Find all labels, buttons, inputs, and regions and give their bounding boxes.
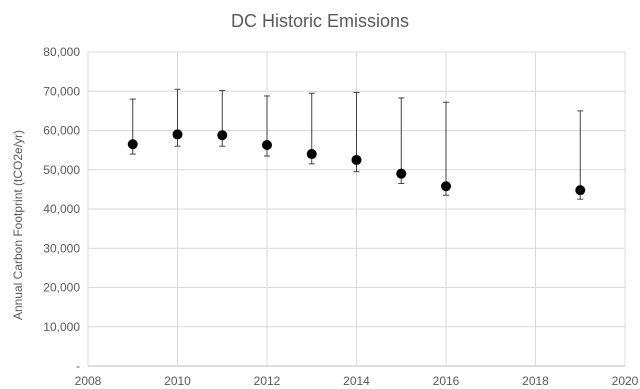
y-tick-label: 30,000 <box>43 241 80 255</box>
data-point <box>306 149 317 160</box>
y-tick-label: 20,000 <box>43 281 80 295</box>
data-point <box>351 154 362 165</box>
data-point <box>441 181 451 192</box>
x-tick-label: 2016 <box>433 374 460 388</box>
y-tick-label: 50,000 <box>43 163 80 177</box>
data-point <box>217 130 228 141</box>
x-tick-label: 2014 <box>343 374 370 388</box>
y-tick-label: 60,000 <box>43 124 80 138</box>
y-tick-label: 10,000 <box>43 320 80 334</box>
x-tick-label: 2020 <box>612 374 639 388</box>
y-tick-label: 70,000 <box>43 84 80 98</box>
y-tick-label: 40,000 <box>43 202 80 216</box>
x-tick-label: 2010 <box>164 374 191 388</box>
data-point <box>575 185 586 196</box>
chart-title: DC Historic Emissions <box>231 11 409 31</box>
x-tick-label: 2008 <box>75 374 102 388</box>
x-tick-label: 2012 <box>254 374 281 388</box>
y-tick-label: 80,000 <box>43 45 80 59</box>
y-axis-label: Annual Carbon Footprint (tCO2e/yr) <box>11 130 25 320</box>
x-tick-label: 2018 <box>522 374 549 388</box>
data-points <box>127 88 586 200</box>
data-point <box>396 168 407 179</box>
data-point <box>127 139 138 150</box>
y-tick-label: - <box>76 359 80 373</box>
data-point <box>172 129 183 140</box>
axes: - 10,000 20,000 30,000 40,000 50,000 60,000 70,… <box>43 45 638 388</box>
data-point <box>262 140 272 151</box>
